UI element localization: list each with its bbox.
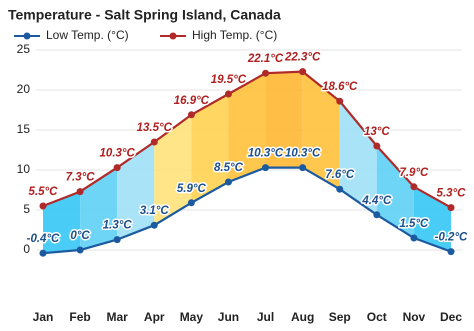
value-label: -0.2°C <box>435 232 468 244</box>
y-tick-label: 0 <box>23 242 30 256</box>
value-label: 22.3°C <box>284 52 321 64</box>
y-tick-label: 10 <box>17 162 31 176</box>
point <box>39 249 47 257</box>
range-band <box>154 114 192 226</box>
x-tick-label: Jan <box>33 310 54 324</box>
value-label: 3.1°C <box>140 205 170 217</box>
legend-label: High Temp. (°C) <box>192 28 277 42</box>
range-band <box>117 142 155 240</box>
point <box>336 185 344 193</box>
value-label: 0°C <box>70 230 90 242</box>
line <box>42 166 452 255</box>
range-band <box>191 94 229 203</box>
value-label: 8.5°C <box>214 162 244 174</box>
range-band <box>43 191 81 254</box>
value-label: 13.5°C <box>137 122 173 134</box>
value-label: 7.3°C <box>66 172 96 184</box>
value-label: 7.9°C <box>399 167 429 179</box>
point <box>76 188 84 196</box>
x-tick-label: Feb <box>69 310 90 324</box>
value-label: 10.3°C <box>285 148 321 160</box>
value-label: 7.6°C <box>325 169 355 181</box>
range-band <box>339 101 377 215</box>
value-label: 1.3°C <box>103 220 133 232</box>
point <box>447 248 455 256</box>
x-tick-label: Dec <box>440 310 462 324</box>
line <box>42 70 452 209</box>
value-label: 18.6°C <box>322 81 358 93</box>
x-tick-label: Nov <box>403 310 426 324</box>
value-label: 10.3°C <box>248 148 284 160</box>
range-band <box>265 71 303 168</box>
x-tick-label: Jun <box>218 310 239 324</box>
range-band <box>376 146 414 238</box>
point <box>150 138 158 146</box>
x-tick-label: Aug <box>291 310 314 324</box>
point <box>262 69 270 77</box>
point <box>224 90 232 98</box>
point <box>187 199 195 207</box>
x-tick-label: Apr <box>144 310 165 324</box>
value-label: 13°C <box>364 126 390 138</box>
y-tick-label: 25 <box>17 42 31 56</box>
point <box>224 178 232 186</box>
value-label: 4.4°C <box>361 195 392 207</box>
point <box>39 202 47 210</box>
value-label: 19.5°C <box>211 74 247 86</box>
legend-marker <box>23 32 31 40</box>
value-label: 5.5°C <box>29 186 59 198</box>
range-band <box>228 73 266 182</box>
value-label: 1.5°C <box>399 218 429 230</box>
x-tick-label: Sep <box>329 310 351 324</box>
point <box>299 164 307 172</box>
y-tick-label: 20 <box>17 82 31 96</box>
point <box>113 164 121 172</box>
range-band <box>302 71 340 190</box>
point <box>262 164 270 172</box>
point <box>187 111 195 119</box>
point <box>76 246 84 254</box>
point <box>410 183 418 191</box>
point <box>299 68 307 76</box>
value-label: -0.4°C <box>27 233 60 245</box>
legend-marker <box>169 32 177 40</box>
x-tick-label: Mar <box>107 310 129 324</box>
point <box>113 236 121 244</box>
value-label: 10.3°C <box>100 148 136 160</box>
value-label: 5.3°C <box>437 188 467 200</box>
x-tick-label: Oct <box>367 310 387 324</box>
chart-title: Temperature - Salt Spring Island, Canada <box>8 7 281 23</box>
point <box>410 234 418 242</box>
range-band <box>80 167 118 250</box>
x-tick-label: May <box>180 310 204 324</box>
value-label: 22.1°C <box>247 53 284 65</box>
legend-label: Low Temp. (°C) <box>46 28 129 42</box>
point <box>150 221 158 229</box>
y-tick-label: 5 <box>23 202 30 216</box>
point <box>373 211 381 219</box>
x-tick-label: Jul <box>257 310 274 324</box>
y-tick-label: 15 <box>17 122 31 136</box>
point <box>373 142 381 150</box>
point <box>336 97 344 105</box>
value-label: 5.9°C <box>177 183 207 195</box>
value-label: 16.9°C <box>174 95 210 107</box>
point <box>447 204 455 212</box>
